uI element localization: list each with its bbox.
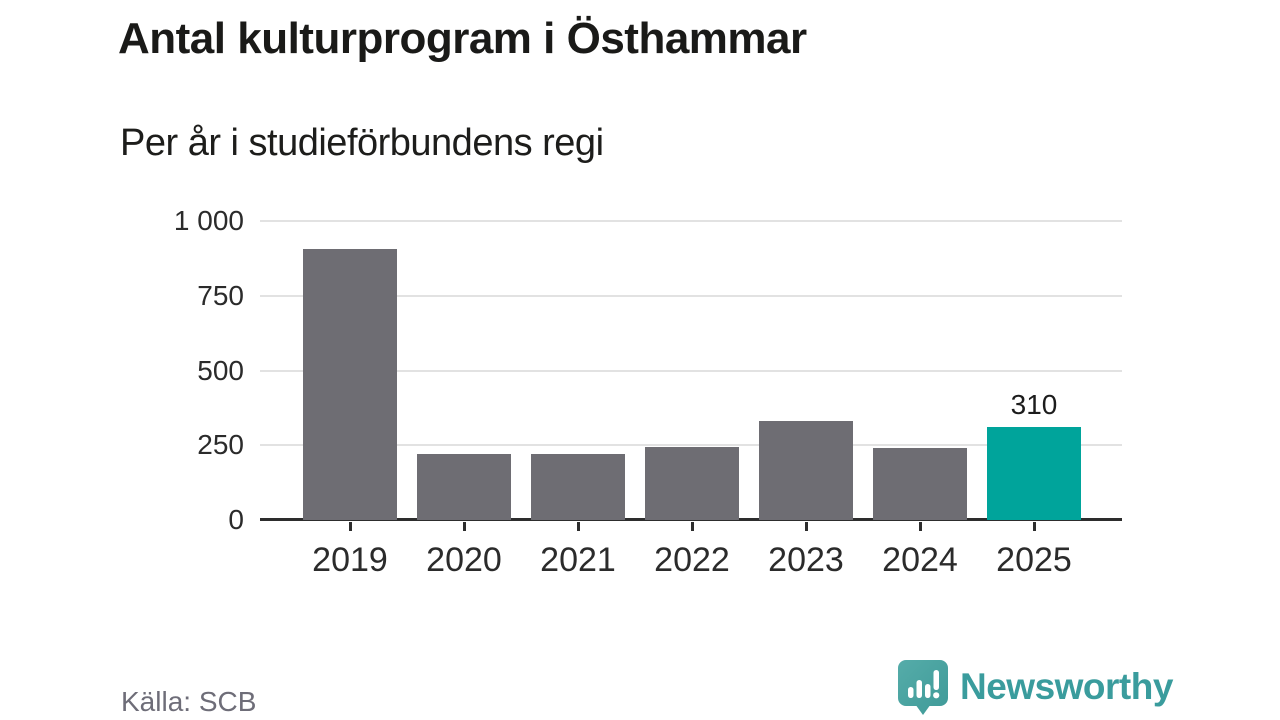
bar-2025 — [987, 427, 1081, 520]
xtick-2025 — [1032, 522, 1036, 531]
xtick-2019 — [348, 522, 352, 531]
xtick-label-2023: 2023 — [768, 541, 844, 579]
bar-2023 — [759, 421, 853, 520]
gridline-250 — [260, 444, 1122, 447]
chart-subtitle: Per år i studieförbundens regi — [120, 122, 604, 164]
plot-area: 2019 2020 2021 2022 2023 2024 2025 310 — [260, 220, 1122, 579]
newsworthy-wordmark: Newsworthy — [960, 666, 1173, 707]
xtick-label-2022: 2022 — [654, 541, 730, 579]
gridline-500 — [260, 369, 1122, 372]
bar-value-label: 310 — [1010, 389, 1058, 421]
xtick-label-2024: 2024 — [882, 541, 958, 579]
xtick-label-2020: 2020 — [426, 541, 502, 579]
ytick-label-1000: 1 000 — [173, 205, 244, 236]
bar-2019 — [303, 249, 397, 520]
xtick-label-2019: 2019 — [312, 541, 388, 579]
ytick-label-500: 500 — [197, 354, 244, 386]
xtick-2020 — [462, 522, 466, 531]
gridline-1000 — [260, 220, 1122, 222]
chart-title: Antal kulturprogram i Östhammar — [118, 14, 807, 63]
bar-2022 — [645, 446, 739, 520]
bar-2020 — [417, 454, 511, 520]
xtick-2023 — [804, 522, 808, 531]
ytick-label-750: 750 — [197, 279, 244, 311]
bar-2024 — [873, 448, 967, 520]
bar-2021 — [531, 454, 625, 520]
newsworthy-logo-icon — [897, 659, 949, 720]
xtick-2022 — [690, 522, 694, 531]
newsworthy-brand: Newsworthy — [897, 659, 1173, 720]
ytick-label-250: 250 — [197, 429, 244, 461]
xtick-2024 — [918, 522, 922, 531]
xtick-label-2021: 2021 — [540, 541, 616, 579]
y-axis-labels: 0 250 500 750 1 000 — [110, 206, 244, 535]
xtick-label-2025: 2025 — [996, 541, 1072, 579]
source-note: Källa: SCB — [121, 686, 257, 717]
xtick-2021 — [576, 522, 580, 531]
gridline-750 — [260, 294, 1122, 297]
ytick-label-0: 0 — [228, 504, 244, 535]
